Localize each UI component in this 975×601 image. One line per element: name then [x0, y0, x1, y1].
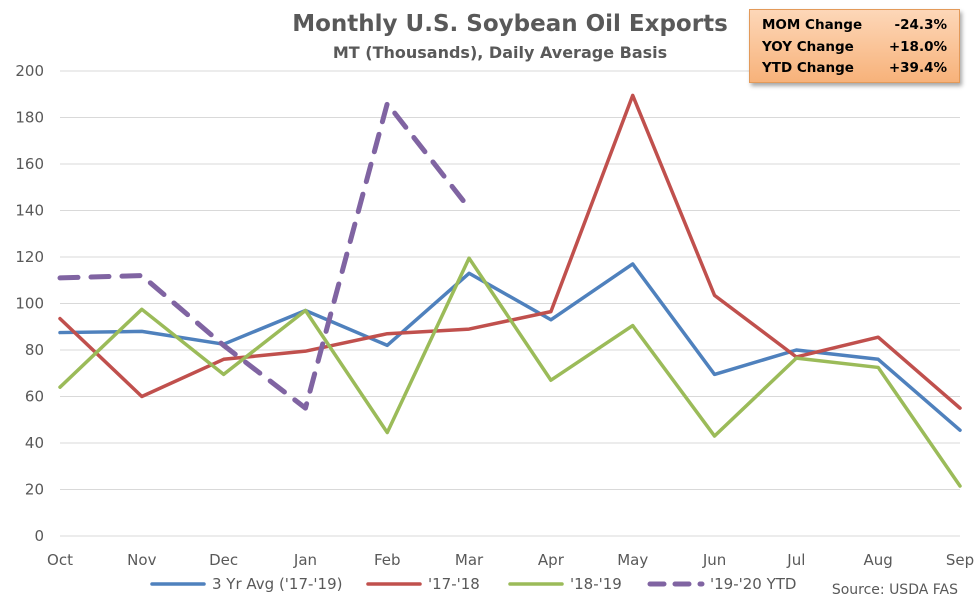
- stat-value: -24.3%: [894, 17, 947, 33]
- x-tick-label: Aug: [864, 551, 893, 569]
- series-line-3: [57, 101, 472, 411]
- stat-label: MOM Change: [762, 17, 863, 33]
- legend-label: '19-'20 YTD: [710, 575, 796, 593]
- x-tick-label: Dec: [209, 551, 238, 569]
- chart-title: Monthly U.S. Soybean Oil Exports: [292, 11, 728, 37]
- x-tick-label: Jan: [293, 551, 317, 569]
- stat-row-ytd: YTD Change +39.4%: [762, 58, 947, 80]
- y-tick-label: 100: [15, 295, 44, 313]
- legend-label: '17-'18: [428, 575, 480, 593]
- series-line-2: [58, 256, 962, 488]
- x-tick-label: Jul: [786, 551, 805, 569]
- stat-row-yoy: YOY Change +18.0%: [762, 37, 947, 59]
- y-tick-label: 0: [34, 527, 44, 545]
- stat-label: YOY Change: [762, 38, 854, 55]
- x-tick-label: May: [617, 551, 648, 569]
- y-tick-label: 120: [15, 248, 44, 266]
- stat-label: YTD Change: [762, 60, 854, 76]
- y-tick-label: 80: [25, 341, 44, 359]
- y-tick-label: 20: [25, 481, 44, 499]
- x-tick-label: Feb: [374, 551, 401, 569]
- y-tick-label: 200: [15, 62, 44, 80]
- x-tick-label: Apr: [538, 551, 565, 569]
- stat-value: +18.0%: [888, 38, 947, 55]
- x-tick-label: Nov: [127, 551, 156, 569]
- x-axis: Oct Nov Dec Jan Feb Mar Apr May Jun Jul Aug Sep: [47, 551, 974, 569]
- x-tick-label: Sep: [946, 551, 974, 569]
- chart-subtitle: MT (Thousands), Daily Average Basis: [333, 43, 667, 62]
- y-tick-label: 180: [15, 109, 44, 127]
- x-tick-label: Mar: [455, 551, 484, 569]
- series-line-0: [58, 262, 962, 432]
- stat-value: +39.4%: [888, 60, 947, 76]
- x-tick-label: Oct: [47, 551, 73, 569]
- legend-label: '18-'19: [570, 575, 622, 593]
- y-tick-label: 60: [25, 388, 44, 406]
- legend: 3 Yr Avg ('17-'19) '17-'18 '18-'19 '19-'20 …: [150, 575, 796, 593]
- x-tick-label: Jun: [702, 551, 726, 569]
- y-tick-label: 140: [15, 202, 44, 220]
- y-tick-label: 40: [25, 434, 44, 452]
- legend-label: 3 Yr Avg ('17-'19): [212, 575, 343, 593]
- y-axis: 0 20 40 60 80 100 120 140 160 180 200: [15, 62, 44, 545]
- y-tick-label: 160: [15, 155, 44, 173]
- gridlines: [60, 70, 960, 537]
- source-note: Source: USDA FAS: [832, 582, 958, 598]
- stats-box: MOM Change -24.3% YOY Change +18.0% YTD …: [749, 9, 960, 83]
- stat-row-mom: MOM Change -24.3%: [762, 15, 947, 37]
- series-lines: [57, 93, 962, 488]
